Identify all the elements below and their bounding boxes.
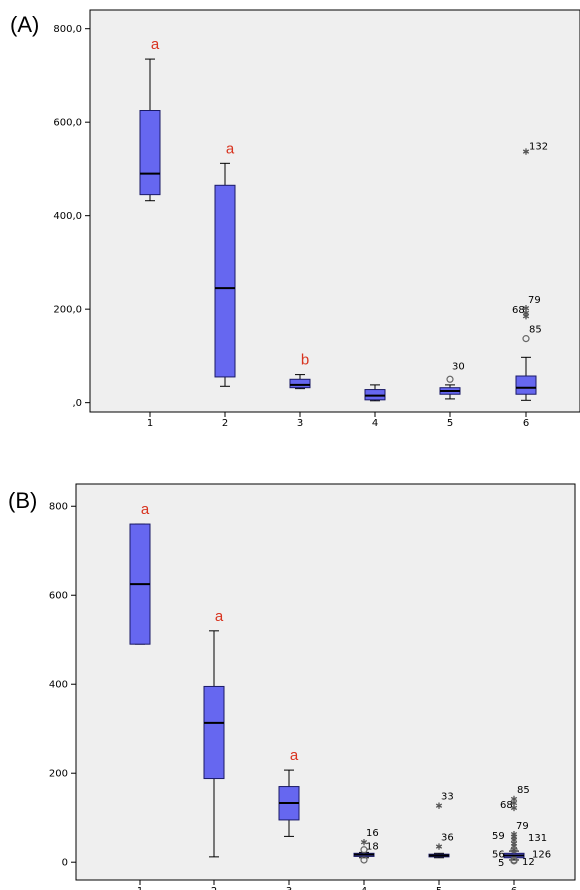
outlier-label: 85 (529, 325, 542, 336)
box (289, 378, 311, 389)
outlier-label: 36 (441, 833, 454, 844)
x-tick-label: 4 (372, 418, 378, 429)
x-tick-label: 6 (511, 886, 517, 890)
y-tick-label: 600,0 (53, 118, 82, 129)
significance-letter: a (215, 608, 224, 625)
panel-label: (A) (10, 12, 39, 37)
significance-letter: a (151, 36, 160, 53)
outlier-label: 59 (492, 831, 505, 842)
outlier-label: 132 (529, 142, 548, 153)
outlier-label: 16 (366, 828, 379, 839)
panel-a: (A) ,0 200,0 400,0 600,0 800,0 1 2 3 4 5 6 a a b 30 132 7… (10, 9, 580, 429)
outlier-label: 68 (500, 800, 513, 811)
outlier-label: 68 (512, 305, 525, 316)
y-tick-label: 0 (62, 858, 68, 869)
outlier-circle (446, 375, 454, 383)
y-tick-label: 800,0 (53, 24, 82, 35)
outlier-star (435, 802, 443, 809)
outlier-label: 33 (441, 792, 454, 803)
outlier-label: 5 (498, 858, 504, 869)
y-tick-label: 400,0 (53, 211, 82, 222)
box (139, 110, 161, 196)
outlier-label: 12 (522, 857, 535, 868)
y-tick-label: 200 (49, 769, 68, 780)
x-tick-label: 5 (436, 886, 442, 890)
outlier-star (510, 846, 518, 853)
panel-label: (B) (8, 488, 37, 513)
y-tick-label: 400 (49, 680, 68, 691)
box (214, 184, 236, 378)
x-tick-label: 4 (361, 886, 367, 890)
x-tick-label: 1 (137, 886, 143, 890)
y-tick-label: 800 (49, 502, 68, 513)
outlier-circle (510, 857, 518, 865)
outlier-star (435, 843, 443, 850)
y-tick-label: 200,0 (53, 305, 82, 316)
x-tick-label: 6 (523, 418, 529, 429)
outlier-label: 85 (517, 785, 530, 796)
outlier-label: 79 (528, 295, 541, 306)
outlier-star (360, 839, 368, 846)
outlier-circle (360, 856, 368, 864)
y-tick-label: 600 (49, 591, 68, 602)
significance-letter: b (301, 352, 309, 369)
box (203, 685, 225, 780)
significance-letter: a (290, 747, 299, 764)
x-tick-label: 3 (286, 886, 292, 890)
significance-letter: a (141, 501, 150, 518)
x-tick-label: 2 (211, 886, 217, 890)
x-tick-label: 1 (147, 418, 153, 429)
outlier-label: 18 (366, 842, 379, 853)
outlier-star (510, 804, 518, 812)
x-tick-label: 3 (297, 418, 303, 429)
plot-area (75, 483, 576, 881)
outlier-circle (522, 335, 530, 343)
significance-letter: a (226, 140, 235, 157)
outlier-star (510, 833, 518, 840)
outlier-circle (360, 846, 368, 854)
outlier-label: 79 (516, 821, 529, 832)
outlier-label: 126 (532, 850, 551, 861)
outlier-star (522, 313, 530, 320)
outlier-label: 30 (452, 361, 465, 372)
plot-area (89, 9, 580, 413)
outlier-label: 131 (528, 833, 547, 844)
x-tick-label: 2 (222, 418, 228, 429)
y-tick-label: ,0 (72, 398, 82, 409)
x-tick-label: 5 (447, 418, 453, 429)
outlier-star (522, 148, 530, 155)
panel-b: (B)0200400600800123456aaa161833368568795… (8, 483, 576, 890)
box (515, 375, 537, 395)
outlier-label: 56 (492, 850, 505, 861)
